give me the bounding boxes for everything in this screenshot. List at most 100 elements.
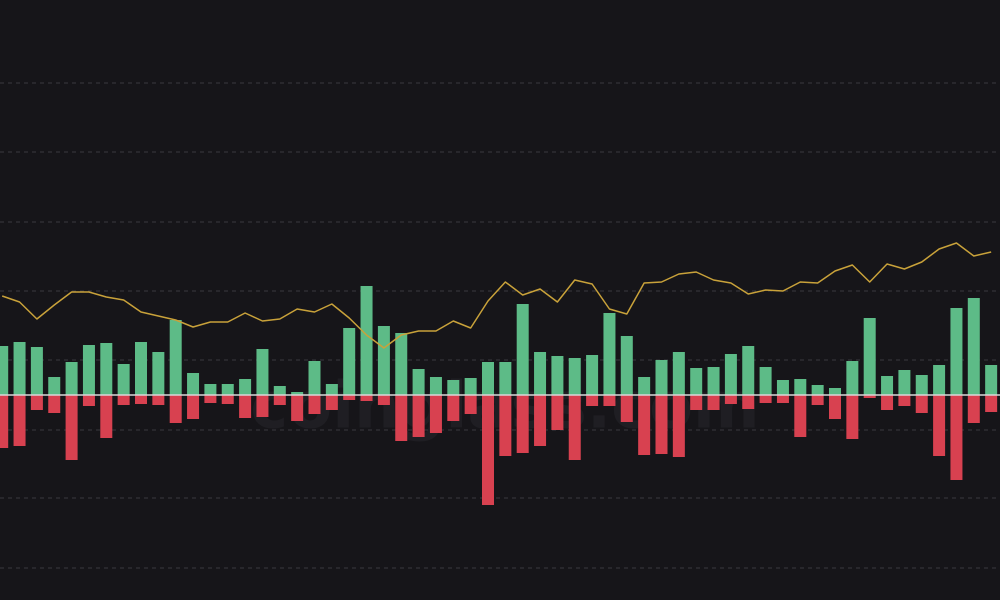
bar <box>291 395 304 421</box>
bar <box>152 352 165 395</box>
bar <box>48 395 61 413</box>
bar <box>412 395 425 437</box>
bar <box>586 395 599 406</box>
bar <box>811 385 824 395</box>
bar <box>429 377 442 395</box>
bar <box>846 361 859 395</box>
bar <box>985 395 998 412</box>
bar <box>256 395 269 417</box>
bar <box>967 298 980 395</box>
bar <box>291 392 304 395</box>
bar <box>551 395 564 430</box>
bar <box>273 386 286 395</box>
bar <box>881 395 894 410</box>
bar <box>152 395 165 405</box>
bar <box>742 395 755 409</box>
bar <box>325 395 338 410</box>
bar <box>603 313 616 395</box>
bar <box>794 395 807 437</box>
bar <box>915 375 928 395</box>
bar <box>620 336 633 395</box>
bar <box>100 343 113 395</box>
bar <box>0 346 9 395</box>
bar <box>690 395 703 410</box>
bar <box>239 379 252 395</box>
bar <box>516 395 529 453</box>
bar <box>586 355 599 395</box>
bar <box>395 395 408 441</box>
bar <box>950 395 963 480</box>
bar <box>204 384 217 395</box>
bar <box>0 395 9 448</box>
bar <box>429 395 442 433</box>
bar <box>568 358 581 395</box>
bar <box>603 395 616 406</box>
bar <box>568 395 581 460</box>
bar <box>967 395 980 423</box>
bar <box>412 369 425 395</box>
line <box>1 242 992 349</box>
bar <box>759 395 772 403</box>
bar <box>325 384 338 395</box>
bar <box>464 378 477 395</box>
bar <box>794 379 807 395</box>
bar <box>534 395 547 446</box>
bar <box>308 395 321 414</box>
bar <box>204 395 217 403</box>
bar <box>447 380 460 395</box>
bar <box>13 395 26 446</box>
bar <box>863 395 876 398</box>
bar <box>343 395 356 400</box>
bar <box>82 395 95 406</box>
bar <box>724 395 737 404</box>
bar <box>759 367 772 395</box>
bar <box>65 362 78 395</box>
bar <box>707 367 720 395</box>
bar <box>117 364 130 395</box>
bar <box>82 345 95 395</box>
bar <box>48 377 61 395</box>
bar <box>273 395 286 405</box>
bar <box>742 346 755 395</box>
bar <box>933 365 946 395</box>
bar <box>30 395 43 410</box>
bar <box>499 395 512 456</box>
bar <box>516 304 529 395</box>
bar <box>30 347 43 395</box>
bar <box>464 395 477 414</box>
bar <box>308 361 321 395</box>
bar <box>221 395 234 404</box>
bar <box>135 395 147 404</box>
bar <box>898 370 911 395</box>
bar <box>915 395 928 413</box>
bar <box>898 395 911 406</box>
bar <box>672 395 685 457</box>
bar <box>343 328 356 395</box>
bar <box>638 395 651 455</box>
bar <box>655 360 668 395</box>
bar <box>482 395 494 505</box>
bar <box>482 362 494 395</box>
bar <box>534 352 547 395</box>
bar <box>65 395 78 460</box>
bar <box>377 326 390 395</box>
bar <box>395 333 408 395</box>
bar <box>187 373 200 395</box>
bar <box>360 395 373 401</box>
bar <box>690 368 703 395</box>
bar <box>776 380 789 395</box>
bar <box>846 395 859 439</box>
bar <box>135 342 147 395</box>
bar <box>638 377 651 395</box>
bar <box>863 318 876 395</box>
bar <box>100 395 113 438</box>
bar <box>672 352 685 395</box>
bar <box>776 395 789 403</box>
bar <box>985 365 998 395</box>
bar <box>551 356 564 395</box>
bar <box>117 395 130 405</box>
bar <box>169 395 182 423</box>
bar <box>811 395 824 405</box>
bar <box>239 395 252 418</box>
